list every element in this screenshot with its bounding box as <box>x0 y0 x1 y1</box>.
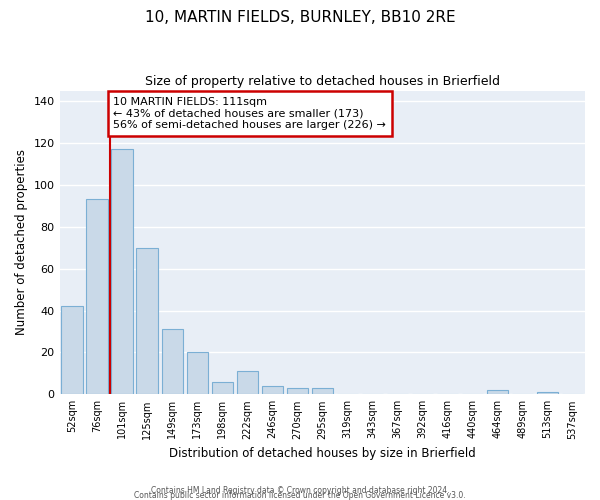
Bar <box>112 149 133 394</box>
Bar <box>262 386 283 394</box>
Bar <box>212 382 233 394</box>
Text: Contains public sector information licensed under the Open Government Licence v3: Contains public sector information licen… <box>134 490 466 500</box>
Bar <box>161 330 183 394</box>
Title: Size of property relative to detached houses in Brierfield: Size of property relative to detached ho… <box>145 75 500 88</box>
Bar <box>236 372 258 394</box>
Bar <box>187 352 208 395</box>
Bar <box>287 388 308 394</box>
X-axis label: Distribution of detached houses by size in Brierfield: Distribution of detached houses by size … <box>169 447 476 460</box>
Text: 10, MARTIN FIELDS, BURNLEY, BB10 2RE: 10, MARTIN FIELDS, BURNLEY, BB10 2RE <box>145 10 455 25</box>
Bar <box>311 388 333 394</box>
Bar <box>86 200 108 394</box>
Bar <box>61 306 83 394</box>
Text: Contains HM Land Registry data © Crown copyright and database right 2024.: Contains HM Land Registry data © Crown c… <box>151 486 449 495</box>
Bar <box>487 390 508 394</box>
Text: 10 MARTIN FIELDS: 111sqm
← 43% of detached houses are smaller (173)
56% of semi-: 10 MARTIN FIELDS: 111sqm ← 43% of detach… <box>113 97 386 130</box>
Y-axis label: Number of detached properties: Number of detached properties <box>15 150 28 336</box>
Bar <box>136 248 158 394</box>
Bar <box>537 392 558 394</box>
